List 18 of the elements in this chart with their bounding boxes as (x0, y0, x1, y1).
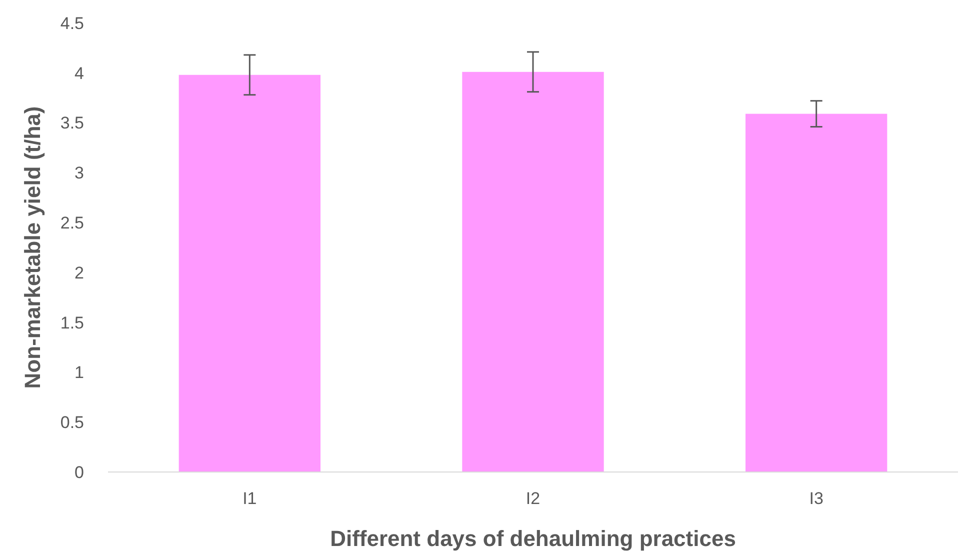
y-tick-label: 0 (74, 462, 84, 482)
y-tick-label: 4 (74, 64, 84, 83)
y-tick-label: 0.5 (60, 413, 84, 432)
y-axis-title: Non-marketable yield (t/ha) (20, 106, 45, 389)
x-tick-label: I1 (242, 489, 257, 508)
y-tick-label: 2.5 (60, 214, 84, 233)
bar (746, 114, 888, 472)
x-tick-label: I3 (809, 489, 824, 508)
y-tick-label: 4.5 (60, 14, 84, 33)
x-axis-title: Different days of dehaulming practices (330, 526, 736, 551)
bar (178, 74, 320, 472)
y-tick-label: 3.5 (60, 114, 84, 133)
y-tick-label: 1 (74, 363, 84, 382)
y-tick-label: 2 (74, 263, 84, 282)
x-tick-label: I2 (526, 489, 540, 508)
bar (462, 72, 604, 472)
y-tick-label: 1.5 (60, 313, 84, 332)
y-tick-label: 3 (74, 164, 84, 183)
